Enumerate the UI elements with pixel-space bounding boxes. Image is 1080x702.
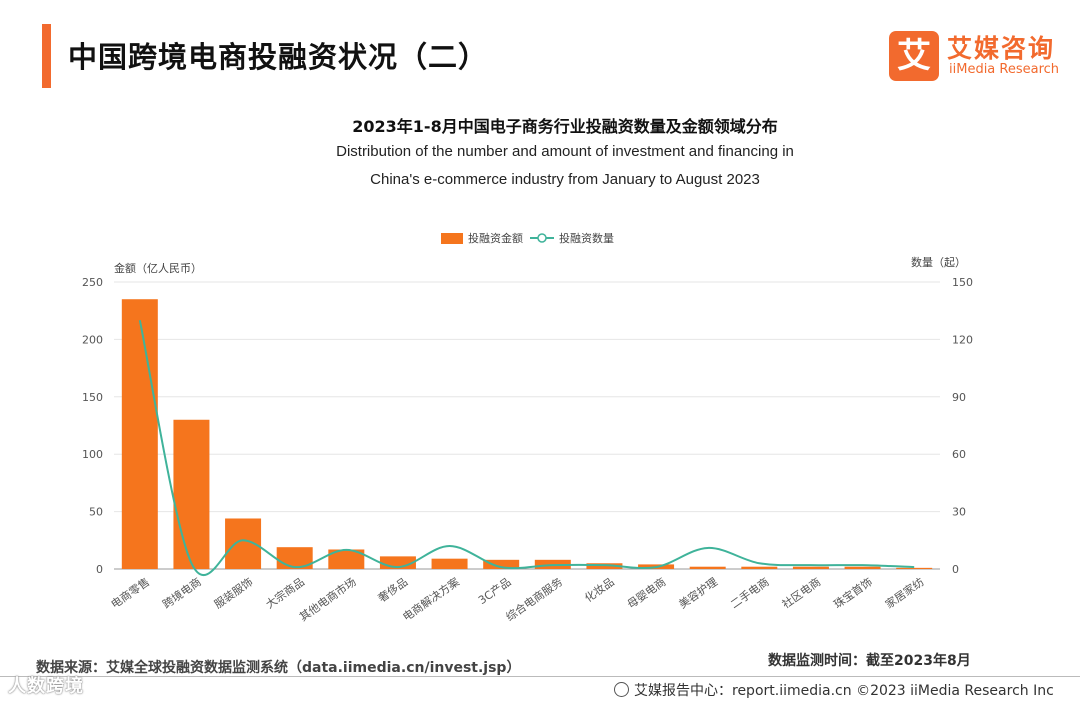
y-left-tick-label: 150: [82, 391, 103, 404]
logo-name-en: iiMedia Research: [949, 62, 1060, 77]
brand-logo: 艾 艾媒咨询 iiMedia Research: [889, 29, 1069, 85]
title-accent-bar: [42, 24, 51, 88]
x-tick-label: 珠宝首饰: [831, 575, 875, 612]
legend-line-marker: [537, 233, 547, 243]
x-tick-label: 服装服饰: [211, 575, 255, 612]
bar: [844, 566, 881, 569]
footer-divider: [0, 676, 1080, 677]
bar: [483, 559, 520, 569]
x-tick-label: 母婴电商: [624, 575, 668, 612]
logo-mark-icon: 艾: [889, 31, 939, 81]
y-right-axis-label: 数量（起）: [911, 256, 966, 269]
x-tick-label: 奢侈品: [375, 575, 410, 605]
bar: [173, 419, 210, 569]
bar: [741, 566, 778, 569]
x-tick-label: 其他电商市场: [297, 575, 359, 624]
y-right-tick-label: 30: [952, 506, 966, 519]
y-left-tick-label: 0: [96, 563, 103, 576]
globe-icon: [614, 682, 629, 697]
watermark: 人数跨境: [8, 676, 84, 697]
monitor-time-note: 数据监测时间：截至2023年8月: [768, 653, 971, 669]
bar: [896, 567, 933, 569]
page-title: 中国跨境电商投融资状况（二）: [68, 40, 489, 74]
combo-chart: 0 50 100 150 200 250 0 30 60 90 120 150 金额（亿人民币） 数量（起…: [82, 231, 973, 624]
x-tick-label: 3C产品: [475, 575, 513, 608]
y-left-tick-label: 50: [89, 506, 103, 519]
x-tick-label: 跨境电商: [160, 575, 204, 612]
footer-credit-text: 艾媒报告中心：report.iimedia.cn ©2023 iiMedia R…: [634, 683, 1054, 699]
y-right-tick-label: 60: [952, 448, 966, 461]
bar: [431, 558, 468, 569]
bar: [121, 299, 158, 569]
legend-line-label: 投融资数量: [559, 231, 614, 245]
logo-name-cn: 艾媒咨询: [947, 34, 1056, 63]
x-tick-label: 二手电商: [728, 575, 772, 612]
y-left-tick-label: 250: [82, 276, 103, 289]
x-tick-label: 综合电商服务: [503, 575, 565, 624]
chart-subtitle-line1: Distribution of the number and amount of…: [336, 143, 794, 160]
y-left-axis-label: 金额（亿人民币）: [114, 261, 202, 275]
legend-bar-label: 投融资金额: [468, 231, 523, 245]
x-tick-label: 大宗商品: [263, 575, 307, 612]
y-right-tick-label: 120: [952, 333, 973, 346]
bar: [328, 549, 365, 569]
x-tick-label: 电商解决方案: [400, 575, 462, 624]
bar: [792, 566, 829, 569]
x-tick-label: 美容护理: [676, 575, 720, 612]
legend-bar-swatch: [441, 233, 463, 244]
data-source-note: 数据来源：艾媒全球投融资数据监测系统（data.iimedia.cn/inves…: [36, 660, 521, 676]
x-tick-label: 电商零售: [108, 575, 152, 612]
x-tick-label: 家居家纺: [882, 575, 926, 612]
y-left-tick-label: 200: [82, 333, 103, 346]
footer-credit: 艾媒报告中心：report.iimedia.cn ©2023 iiMedia R…: [614, 680, 1054, 700]
bar: [689, 566, 726, 569]
y-right-tick-label: 0: [952, 563, 959, 576]
x-tick-label: 化妆品: [582, 575, 617, 605]
chart-subtitle-line2: China's e-commerce industry from January…: [370, 171, 760, 188]
chart-title: 2023年1-8月中国电子商务行业投融资数量及金额领域分布: [352, 117, 778, 136]
y-left-tick-label: 100: [82, 448, 103, 461]
x-tick-label: 社区电商: [779, 575, 823, 612]
y-right-tick-label: 150: [952, 276, 973, 289]
y-right-tick-label: 90: [952, 391, 966, 404]
